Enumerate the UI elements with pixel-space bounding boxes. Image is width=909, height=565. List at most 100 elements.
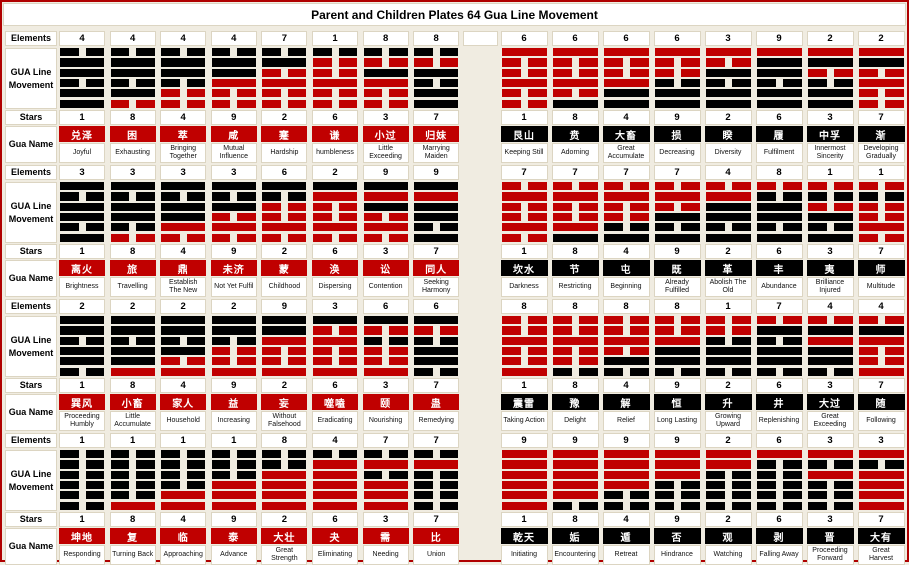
- yang-line-bar: [414, 212, 459, 222]
- yin-line-segment: [237, 470, 256, 479]
- yin-line-segment: [629, 58, 649, 67]
- hexagram-line: [110, 233, 155, 242]
- row-label-elements: Elements: [5, 299, 57, 314]
- hexagram-line: [654, 212, 700, 222]
- yin-line-segment: [60, 223, 79, 232]
- hexagram-line: [705, 480, 751, 490]
- yin-line-segment: [363, 357, 383, 366]
- row-label-gua-line-movement: GUA Line Movement: [5, 182, 57, 243]
- gua-name-chinese: 谦: [312, 126, 358, 142]
- hexagram-line: [363, 99, 408, 108]
- yin-line-segment: [807, 223, 827, 232]
- yin-line-segment: [414, 367, 433, 376]
- yin-line-segment: [110, 450, 130, 459]
- hexagram-line: [211, 58, 256, 67]
- gua-name-english: Not Yet Fulfil: [210, 277, 257, 297]
- star-value-cell: 9: [210, 110, 257, 125]
- yin-line-segment: [161, 78, 180, 88]
- gua-name-english: Brightness: [59, 277, 105, 297]
- yin-line-segment: [287, 89, 307, 98]
- yin-line-segment: [756, 192, 776, 201]
- gua-name-chinese: 妄: [261, 394, 308, 410]
- yin-line-segment: [807, 491, 827, 500]
- element-value-cell: 3: [806, 433, 854, 448]
- yin-line-segment: [858, 357, 878, 366]
- element-value-cell: 6: [413, 299, 460, 314]
- yang-line-bar: [60, 326, 104, 335]
- yin-line-segment: [501, 212, 521, 222]
- yin-line-segment: [731, 78, 751, 88]
- yin-line-segment: [186, 470, 206, 479]
- yang-line-bar: [363, 223, 408, 232]
- yin-line-segment: [629, 202, 649, 211]
- hexagram-line: [858, 182, 904, 191]
- yin-line-segment: [654, 316, 674, 325]
- yang-line-bar: [161, 367, 206, 376]
- yin-line-segment: [603, 501, 623, 510]
- hexagram-line: [161, 470, 206, 479]
- element-value-cell: 8: [551, 299, 599, 314]
- hexagram-line: [705, 450, 751, 459]
- yang-line-bar: [363, 316, 408, 325]
- element-value-cell: 8: [500, 299, 548, 314]
- yin-line-segment: [833, 316, 853, 325]
- hexagram-line: [756, 89, 802, 98]
- row-label-elements: Elements: [5, 31, 57, 46]
- yang-line-bar: [858, 58, 904, 67]
- hexagram-line: [756, 450, 802, 459]
- yin-line-segment: [603, 346, 623, 356]
- gua-name-chinese: 临: [160, 528, 207, 544]
- element-value-cell: 6: [362, 299, 409, 314]
- gua-name-chinese: 复: [109, 528, 156, 544]
- hexagram-line: [552, 470, 598, 479]
- yang-line-bar: [110, 58, 155, 67]
- hexagram-line: [654, 202, 700, 211]
- hexagram-line: [313, 326, 357, 335]
- yang-line-bar: [313, 316, 357, 325]
- yin-line-segment: [705, 182, 725, 191]
- yin-line-segment: [439, 480, 459, 490]
- hexagram-line: [363, 89, 408, 98]
- hexagram-line: [313, 367, 357, 376]
- yin-line-segment: [782, 491, 802, 500]
- hexagram-line: [858, 233, 904, 242]
- element-value-cell: 8: [602, 299, 650, 314]
- star-value-cell: 3: [806, 512, 854, 527]
- hexagram-line: [552, 450, 598, 459]
- element-value-cell: 7: [755, 299, 803, 314]
- star-value-cell: 8: [551, 512, 599, 527]
- element-value-cell: 7: [653, 165, 701, 180]
- hexagram-line: [756, 367, 802, 376]
- hexagram-line: [211, 78, 256, 88]
- yin-line-segment: [60, 78, 79, 88]
- star-value-cell: 9: [210, 244, 257, 259]
- element-value-cell: 9: [755, 31, 803, 46]
- yin-line-segment: [60, 501, 79, 510]
- hexagram-line: [552, 336, 598, 345]
- yin-line-segment: [629, 316, 649, 325]
- gua-name-chinese: 萃: [160, 126, 207, 142]
- gua-name-chinese: 损: [653, 126, 701, 142]
- gua-name-english: Mutual Influence: [210, 143, 257, 163]
- star-value-cell: 1: [59, 110, 105, 125]
- hexagram-line: [552, 233, 598, 242]
- yin-line-segment: [313, 450, 332, 459]
- hexagram-line: [603, 78, 649, 88]
- gua-name-english: Childhood: [261, 277, 308, 297]
- hexagram-line: [603, 460, 649, 469]
- yang-line-bar: [313, 367, 357, 376]
- yin-line-segment: [287, 192, 307, 201]
- hexagram-line: [501, 223, 547, 232]
- star-value-cell: 2: [704, 378, 752, 393]
- yin-line-segment: [414, 501, 433, 510]
- star-value-cell: 2: [704, 110, 752, 125]
- hexagram-line: [603, 99, 649, 108]
- yin-line-segment: [527, 326, 547, 335]
- yang-line-bar: [654, 89, 700, 98]
- yin-line-segment: [439, 58, 459, 67]
- gua-name-chinese: 夬: [312, 528, 358, 544]
- hexagram-line: [654, 58, 700, 67]
- hexagram-line: [552, 460, 598, 469]
- yin-line-segment: [527, 182, 547, 191]
- star-value-cell: 6: [312, 110, 358, 125]
